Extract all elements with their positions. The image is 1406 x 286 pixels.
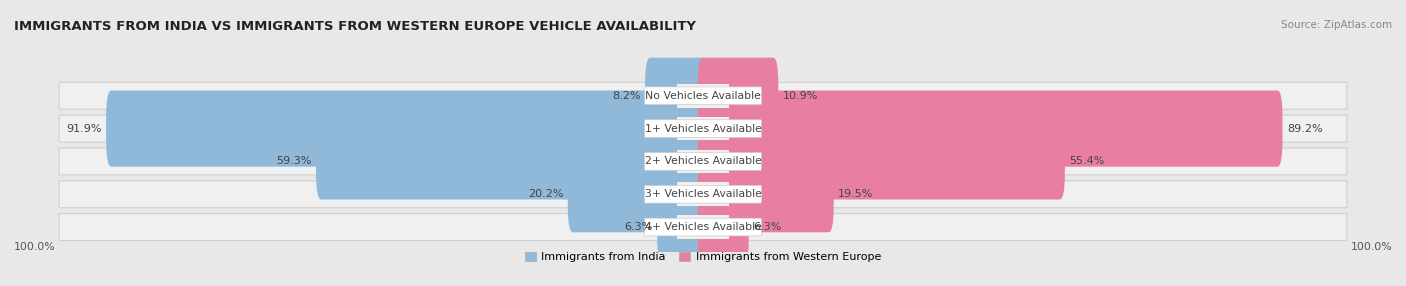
Bar [678, 84, 703, 108]
Text: 100.0%: 100.0% [14, 243, 56, 253]
FancyBboxPatch shape [644, 152, 762, 170]
FancyBboxPatch shape [644, 87, 762, 105]
Bar [678, 215, 703, 239]
Text: 59.3%: 59.3% [276, 156, 312, 166]
FancyBboxPatch shape [316, 123, 709, 200]
Bar [703, 215, 728, 239]
Bar [678, 150, 703, 173]
FancyBboxPatch shape [657, 189, 709, 265]
Text: No Vehicles Available: No Vehicles Available [645, 91, 761, 101]
Text: 20.2%: 20.2% [527, 189, 564, 199]
Text: 19.5%: 19.5% [838, 189, 873, 199]
Legend: Immigrants from India, Immigrants from Western Europe: Immigrants from India, Immigrants from W… [524, 252, 882, 262]
FancyBboxPatch shape [59, 214, 1347, 241]
FancyBboxPatch shape [697, 91, 1282, 167]
FancyBboxPatch shape [645, 58, 709, 134]
FancyBboxPatch shape [59, 115, 1347, 142]
FancyBboxPatch shape [697, 123, 1064, 200]
Text: 6.3%: 6.3% [624, 222, 652, 232]
FancyBboxPatch shape [105, 91, 709, 167]
Text: 100.0%: 100.0% [1350, 243, 1392, 253]
Text: 6.3%: 6.3% [754, 222, 782, 232]
Bar [703, 150, 728, 173]
Text: 3+ Vehicles Available: 3+ Vehicles Available [644, 189, 762, 199]
Text: 4+ Vehicles Available: 4+ Vehicles Available [644, 222, 762, 232]
Text: Source: ZipAtlas.com: Source: ZipAtlas.com [1281, 20, 1392, 30]
FancyBboxPatch shape [59, 82, 1347, 109]
Bar [703, 182, 728, 206]
Bar [678, 182, 703, 206]
FancyBboxPatch shape [59, 148, 1347, 175]
FancyBboxPatch shape [59, 181, 1347, 208]
FancyBboxPatch shape [644, 218, 762, 236]
FancyBboxPatch shape [568, 156, 709, 232]
Text: 10.9%: 10.9% [783, 91, 818, 101]
Bar [703, 84, 728, 108]
FancyBboxPatch shape [697, 58, 779, 134]
Bar [678, 117, 703, 140]
FancyBboxPatch shape [644, 120, 762, 138]
FancyBboxPatch shape [697, 156, 834, 232]
FancyBboxPatch shape [697, 189, 749, 265]
Text: 1+ Vehicles Available: 1+ Vehicles Available [644, 124, 762, 134]
Text: 2+ Vehicles Available: 2+ Vehicles Available [644, 156, 762, 166]
Text: 8.2%: 8.2% [612, 91, 641, 101]
Text: 55.4%: 55.4% [1070, 156, 1105, 166]
Text: 91.9%: 91.9% [66, 124, 101, 134]
Text: 89.2%: 89.2% [1286, 124, 1323, 134]
Bar [703, 117, 728, 140]
Text: IMMIGRANTS FROM INDIA VS IMMIGRANTS FROM WESTERN EUROPE VEHICLE AVAILABILITY: IMMIGRANTS FROM INDIA VS IMMIGRANTS FROM… [14, 20, 696, 33]
FancyBboxPatch shape [644, 185, 762, 203]
